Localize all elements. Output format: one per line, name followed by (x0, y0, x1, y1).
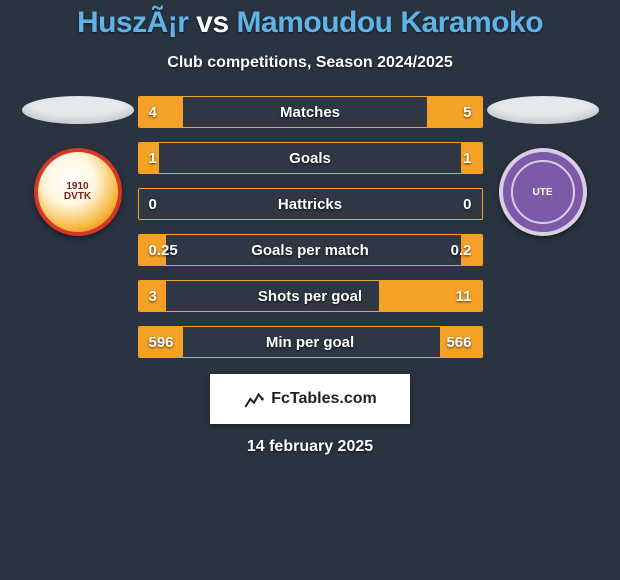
crest-right-text: UTE (533, 187, 553, 198)
stat-left-value: 1 (149, 150, 157, 167)
player2-avatar-placeholder (487, 96, 599, 124)
row-overlay: 0.25 Goals per match 0.2 (139, 235, 482, 265)
left-player-col: 1910 DVTK (18, 96, 138, 236)
stat-right-value: 0.2 (451, 242, 472, 259)
stat-row: 3 Shots per goal 11 (138, 280, 483, 312)
stat-left-value: 596 (149, 334, 174, 351)
vs-text: vs (196, 6, 228, 39)
date-text: 14 february 2025 (247, 438, 373, 456)
stats-area: 1910 DVTK 4 Matches 5 1 Goals 1 0 Hattricks 0 0.2… (0, 96, 620, 358)
stat-right-value: 11 (456, 288, 472, 305)
stat-rows: 4 Matches 5 1 Goals 1 0 Hattricks 0 0.25 Goals per… (138, 96, 483, 358)
stat-right-value: 0 (463, 196, 471, 213)
stat-label: Shots per goal (258, 288, 362, 305)
row-overlay: 3 Shots per goal 11 (139, 281, 482, 311)
row-overlay: 0 Hattricks 0 (139, 189, 482, 219)
row-overlay: 4 Matches 5 (139, 97, 482, 127)
player2-club-crest: UTE (499, 148, 587, 236)
row-overlay: 596 Min per goal 566 (139, 327, 482, 357)
stat-right-value: 5 (463, 104, 471, 121)
player1-name: HuszÃ¡r (77, 6, 189, 39)
stat-row: 0.25 Goals per match 0.2 (138, 234, 483, 266)
stat-row: 0 Hattricks 0 (138, 188, 483, 220)
stat-left-value: 4 (149, 104, 157, 121)
brand-text: FcTables.com (271, 390, 377, 408)
right-player-col: UTE (483, 96, 603, 236)
player1-club-crest: 1910 DVTK (34, 148, 122, 236)
subtitle: Club competitions, Season 2024/2025 (167, 54, 452, 72)
row-overlay: 1 Goals 1 (139, 143, 482, 173)
stat-label: Hattricks (278, 196, 342, 213)
stat-right-value: 1 (463, 150, 471, 167)
stat-row: 1 Goals 1 (138, 142, 483, 174)
brand-box: FcTables.com (210, 374, 410, 424)
stat-label: Min per goal (266, 334, 354, 351)
crest-left-text: 1910 DVTK (64, 182, 91, 202)
stat-right-value: 566 (446, 334, 471, 351)
stat-row: 4 Matches 5 (138, 96, 483, 128)
stat-label: Goals (289, 150, 331, 167)
comparison-title: HuszÃ¡r vs Mamoudou Karamoko (77, 6, 543, 40)
player1-avatar-placeholder (22, 96, 134, 124)
brand-logo-icon (243, 388, 265, 410)
stat-left-value: 3 (149, 288, 157, 305)
stat-label: Matches (280, 104, 340, 121)
stat-label: Goals per match (251, 242, 369, 259)
stat-left-value: 0 (149, 196, 157, 213)
stat-row: 596 Min per goal 566 (138, 326, 483, 358)
player2-name: Mamoudou Karamoko (237, 6, 544, 39)
stat-left-value: 0.25 (149, 242, 178, 259)
